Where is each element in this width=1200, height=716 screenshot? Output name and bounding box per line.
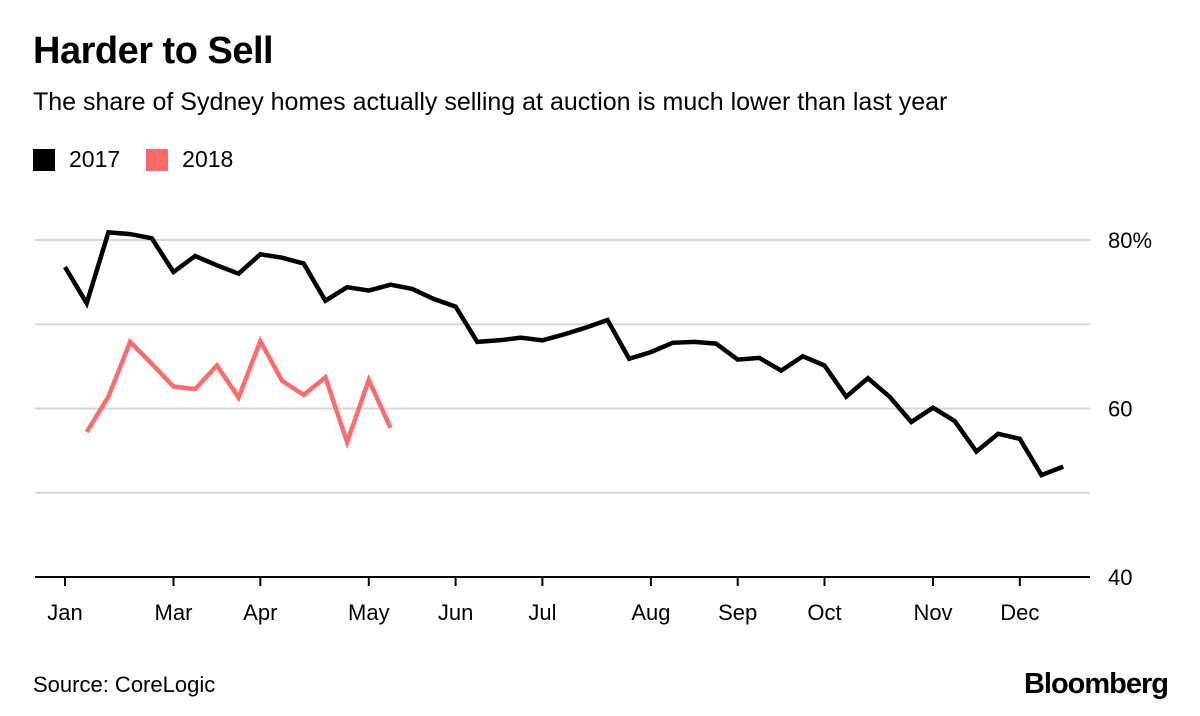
series-line-2017 <box>63 230 1065 478</box>
chart-title: Harder to Sell <box>33 30 274 72</box>
x-tick-label: Sep <box>718 600 757 625</box>
legend-item-2017: 2017 <box>33 146 120 173</box>
legend-swatch-2018 <box>146 148 169 171</box>
legend-label-2017: 2017 <box>69 146 121 172</box>
legend-label-2018: 2018 <box>182 146 234 172</box>
bloomberg-logo: Bloomberg <box>1023 668 1169 700</box>
y-tick-label: 80% <box>1108 228 1152 253</box>
x-tick-label: Jul <box>528 600 556 625</box>
chart-subtitle: The share of Sydney homes actually selli… <box>33 88 948 116</box>
x-tick-label: Dec <box>1000 600 1039 625</box>
x-tick-label: Jan <box>47 600 82 625</box>
legend-swatch-2017 <box>33 148 55 171</box>
x-tick-label: Apr <box>243 600 277 625</box>
y-tick-label: 60 <box>1108 397 1132 422</box>
legend: 2017 2018 <box>33 146 259 173</box>
x-tick-label: Oct <box>807 600 841 625</box>
y-tick-label: 40 <box>1108 565 1132 590</box>
source-note: Source: CoreLogic <box>33 672 216 697</box>
series-line-2018 <box>84 335 393 450</box>
x-tick-label: Jun <box>438 600 473 625</box>
x-tick-label: May <box>348 600 390 625</box>
legend-item-2018: 2018 <box>146 146 233 173</box>
x-tick-label: Aug <box>631 600 670 625</box>
x-tick-label: Nov <box>913 600 952 625</box>
x-tick-label: Mar <box>155 600 193 625</box>
